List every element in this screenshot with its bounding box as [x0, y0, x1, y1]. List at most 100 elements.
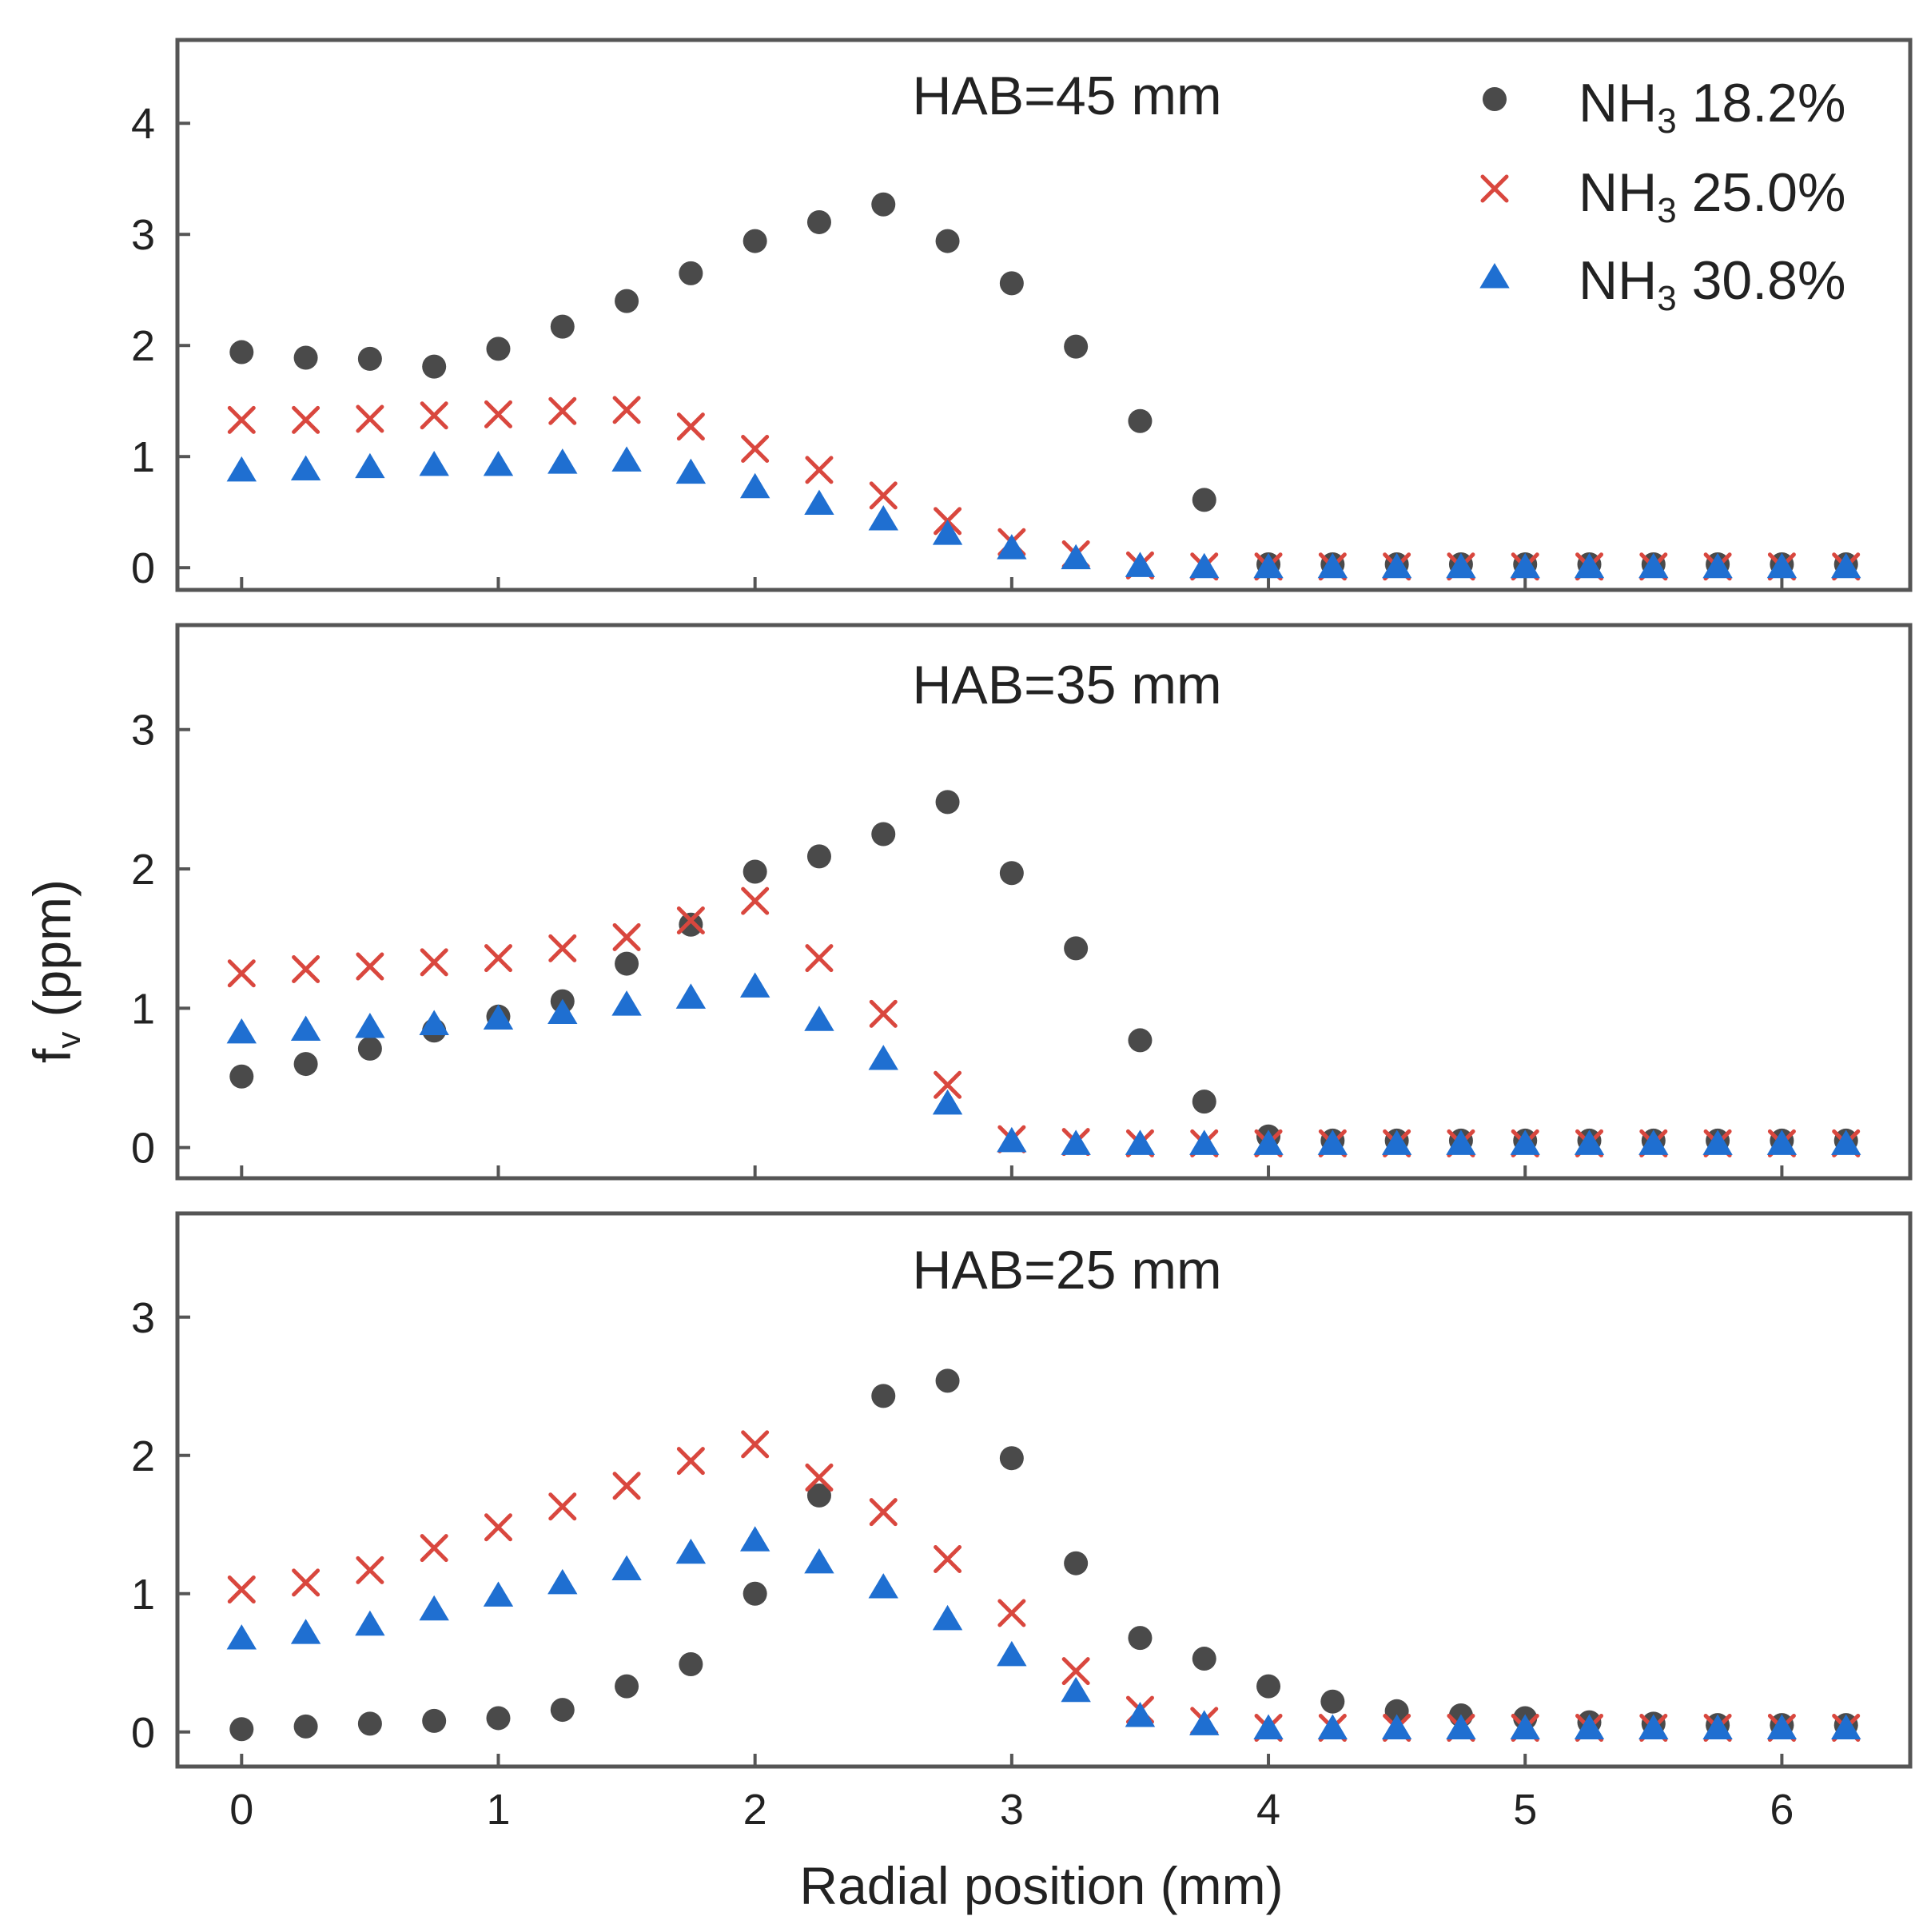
data-point — [548, 1492, 577, 1521]
y-tick-label: 3 — [131, 1294, 155, 1342]
legend-label-rest: 18.2% — [1677, 73, 1846, 133]
data-point — [1446, 1129, 1476, 1155]
data-point — [804, 489, 834, 516]
data-point — [869, 999, 898, 1028]
data-point — [422, 354, 447, 379]
data-point — [676, 412, 705, 441]
data-point — [547, 998, 578, 1025]
data-point — [229, 1064, 254, 1089]
data-point — [1510, 552, 1540, 579]
data-point — [227, 405, 256, 434]
data-point — [615, 951, 639, 976]
data-point — [419, 1010, 449, 1035]
data-point — [226, 1624, 257, 1650]
data-point — [1064, 1551, 1089, 1575]
panel-title: HAB=35 mm — [912, 655, 1221, 715]
data-point — [868, 505, 898, 531]
data-point — [484, 944, 512, 973]
data-point — [1128, 1626, 1153, 1651]
data-point — [1128, 1028, 1153, 1053]
data-point — [676, 906, 705, 935]
data-point — [548, 934, 577, 962]
data-point — [293, 345, 318, 370]
data-point — [357, 1711, 382, 1736]
data-point — [1766, 552, 1798, 579]
legend-item: NH3 18.2% — [1483, 73, 1845, 141]
data-point — [934, 1070, 962, 1099]
legend-label: NH3 25.0% — [1579, 162, 1845, 230]
data-point — [1192, 1647, 1216, 1671]
data-point — [615, 289, 639, 313]
data-point — [675, 458, 707, 484]
y-tick-label: 3 — [131, 211, 155, 259]
y-axis-label-unit: (ppm) — [22, 879, 82, 1032]
data-point — [679, 1651, 703, 1676]
data-point — [1766, 1714, 1798, 1740]
data-point — [804, 1548, 834, 1574]
y-tick-label: 2 — [131, 322, 155, 370]
data-point — [611, 446, 642, 472]
data-point — [1766, 1129, 1798, 1155]
data-point — [1189, 1710, 1220, 1735]
y-tick-label: 0 — [131, 1125, 155, 1173]
data-point — [420, 1534, 448, 1563]
y-axis-label-sub: v — [50, 1032, 87, 1049]
series-x — [227, 886, 1861, 1157]
data-point — [739, 972, 770, 998]
data-point — [932, 520, 963, 545]
data-point — [1192, 1089, 1216, 1114]
x-axis-label: Radial position (mm) — [799, 1856, 1283, 1915]
data-point — [805, 1463, 834, 1492]
data-point — [935, 1368, 960, 1393]
data-point — [611, 1555, 642, 1581]
series-x — [227, 1430, 1861, 1743]
legend-label-sub: 3 — [1657, 191, 1676, 230]
panel-title: HAB=25 mm — [912, 1240, 1221, 1301]
legend-label-rest: 30.8% — [1677, 250, 1846, 311]
data-point — [356, 952, 384, 981]
data-point — [1253, 1714, 1284, 1740]
panel-frame — [175, 1211, 1913, 1769]
data-point — [290, 1015, 321, 1041]
x-tick-label: 0 — [229, 1786, 253, 1834]
y-axis-label: fv (ppm) — [22, 879, 87, 1063]
data-point — [743, 229, 767, 253]
data-point — [741, 434, 770, 463]
data-point — [1446, 1714, 1476, 1740]
data-point — [1831, 552, 1861, 579]
data-point — [229, 1717, 254, 1742]
data-point — [1574, 552, 1605, 579]
data-point — [999, 1446, 1024, 1471]
data-point — [1125, 1701, 1156, 1727]
data-point — [1381, 1129, 1412, 1155]
legend-label: NH3 18.2% — [1579, 73, 1845, 141]
legend-marker — [1480, 174, 1509, 203]
data-point — [1189, 1129, 1220, 1155]
data-point — [997, 1599, 1026, 1627]
data-point — [1192, 488, 1216, 512]
data-point — [1064, 334, 1089, 359]
x-tick-label: 3 — [1000, 1786, 1024, 1834]
data-point — [290, 455, 321, 480]
data-point — [547, 1568, 578, 1595]
data-point — [1384, 1699, 1409, 1723]
data-point — [355, 1610, 385, 1636]
series-triangle — [226, 446, 1861, 579]
y-tick-label: 1 — [131, 433, 155, 481]
data-point — [1446, 552, 1476, 579]
legend-label-sub: 3 — [1657, 279, 1676, 318]
data-point — [1317, 1714, 1348, 1740]
legend-marker — [1483, 87, 1507, 111]
y-tick-label: 1 — [131, 985, 155, 1033]
data-point — [615, 1674, 639, 1699]
x-tick-label: 4 — [1256, 1786, 1280, 1834]
legend-label-rest: 25.0% — [1677, 162, 1846, 223]
data-point — [1510, 1714, 1540, 1740]
data-point — [1638, 552, 1669, 579]
data-point — [1574, 1714, 1605, 1740]
data-point — [550, 314, 575, 339]
data-point — [1189, 552, 1220, 579]
panel-frame — [175, 623, 1913, 1181]
panel-frame — [175, 38, 1913, 592]
data-point — [1638, 1129, 1669, 1155]
